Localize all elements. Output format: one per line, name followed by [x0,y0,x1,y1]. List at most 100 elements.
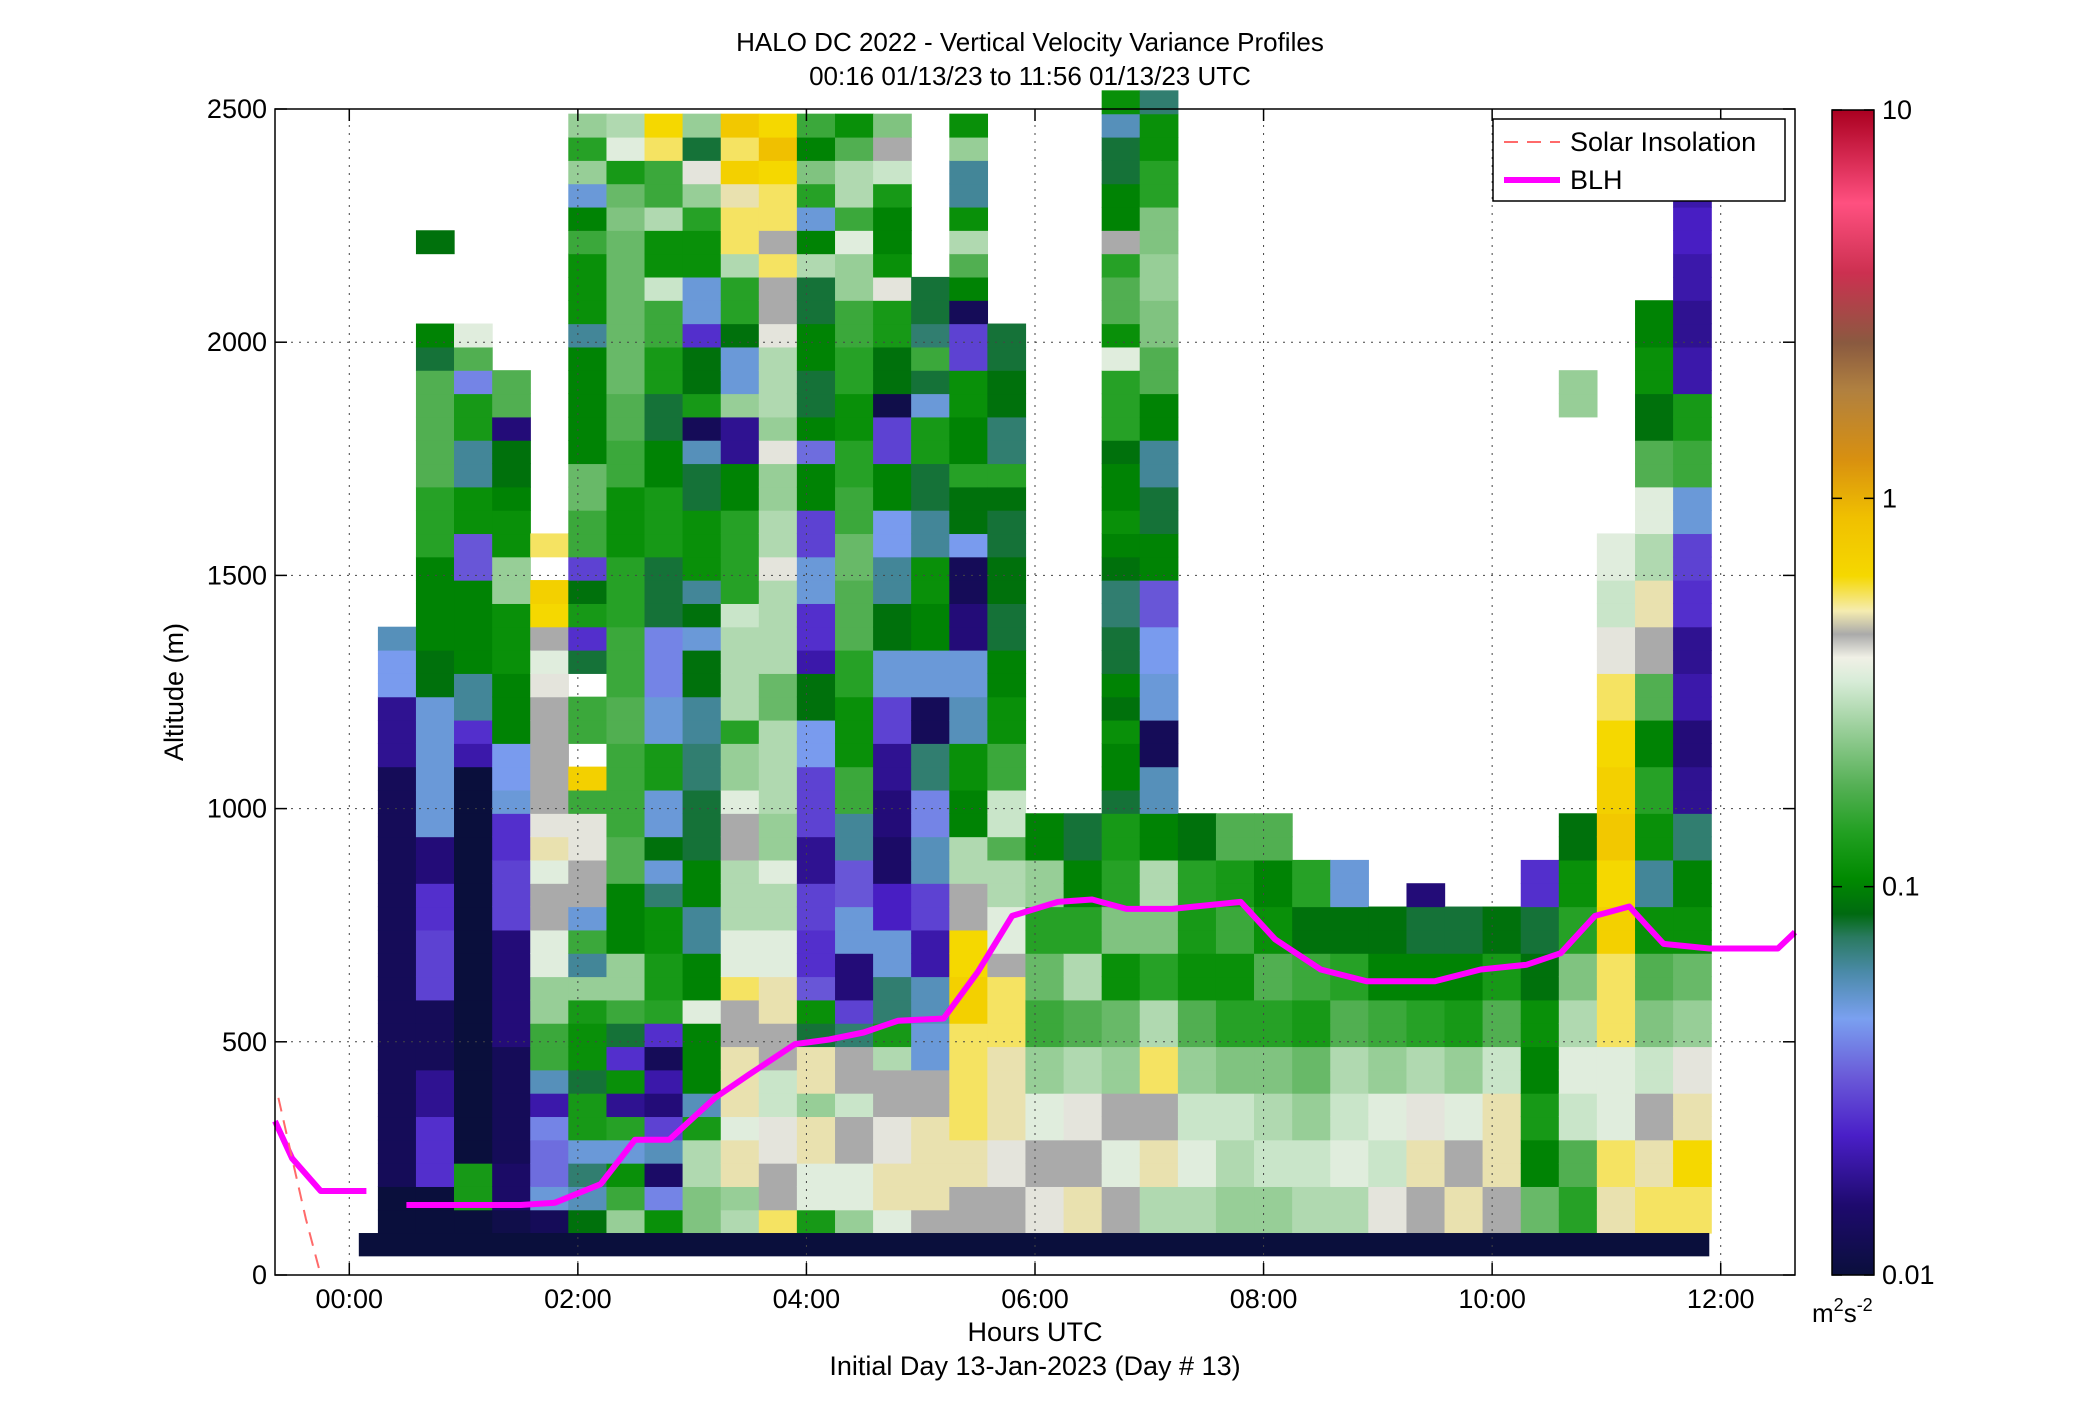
heatmap-cell [682,393,722,418]
heatmap-cell [1673,743,1712,768]
x-axis-label: Hours UTC [967,1317,1102,1347]
heatmap-cell [987,533,1027,558]
heatmap-cell [454,1163,493,1187]
heatmap-cell [415,370,455,395]
heatmap-cell [1368,999,1407,1024]
heatmap-cell [492,836,531,861]
heatmap-cell [758,300,798,325]
heatmap-cell [568,1139,607,1164]
heatmap-cell [1368,906,1407,931]
heatmap-cell [1673,206,1712,231]
heatmap-cell [358,1233,1710,1257]
heatmap-cell [454,929,493,954]
heatmap-cell [377,859,417,884]
heatmap-cell [949,626,989,651]
heatmap-cell [758,836,798,861]
heatmap-cell [454,323,493,348]
heatmap-cell [1292,1163,1331,1187]
plot-area [272,90,1798,1276]
heatmap-cell [644,999,684,1024]
heatmap-cell [796,603,836,628]
heatmap-cell [949,719,989,744]
heatmap-cell [911,719,950,744]
heatmap-cell [1139,183,1179,208]
heatmap-cell [1254,976,1293,1001]
heatmap-cell [377,976,417,1001]
heatmap-cell [1177,1209,1217,1234]
heatmap-cell [758,510,798,535]
heatmap-cell [606,789,646,814]
heatmap-cell [758,370,798,395]
heatmap-cell [1063,976,1103,1001]
heatmap-cell [1139,696,1179,721]
y-axis-ticks: 0 500 1000 1500 2000 2500 [207,94,1795,1290]
heatmap-cell [1215,836,1255,861]
heatmap-cell [568,813,607,838]
heatmap-cell [835,650,874,674]
heatmap-cell [1635,673,1674,698]
heatmap-cell [949,1186,989,1211]
heatmap-cell [454,1023,493,1048]
heatmap-cell [1215,1139,1255,1164]
heatmap-cell [1063,1116,1103,1141]
heatmap-cell [911,393,950,418]
heatmap-cell [911,603,950,628]
heatmap-cell [1177,1186,1217,1211]
heatmap-cell [644,650,684,674]
heatmap-cell [492,1093,531,1118]
heatmap-cell [758,556,798,581]
heatmap-cell [835,510,874,535]
heatmap-cell [1177,953,1217,978]
heatmap-cell [835,906,874,931]
heatmap-cell [492,719,531,744]
heatmap-cell [1673,906,1712,931]
heatmap-cell [987,1163,1027,1187]
heatmap-cell [987,1069,1027,1094]
x-axis-sublabel: Initial Day 13-Jan-2023 (Day # 13) [829,1351,1240,1381]
heatmap-cell [1025,1163,1065,1187]
heatmap-cell [1025,1139,1065,1164]
heatmap-cell [873,650,912,674]
heatmap-cell [1635,626,1674,651]
heatmap-cell [1177,1069,1217,1094]
heatmap-cell [682,1023,722,1048]
heatmap-cell [644,859,684,884]
legend-solar-label: Solar Insolation [1570,127,1756,157]
heatmap-cell [606,976,646,1001]
heatmap-cell [911,836,950,861]
heatmap-cell [492,486,531,511]
heatmap-cell [796,859,836,884]
heatmap-cell [1673,789,1712,814]
heatmap-cell [644,976,684,1001]
heatmap-cell [644,953,684,978]
heatmap-cell [568,440,607,465]
heatmap-cell [1025,813,1065,838]
heatmap-cell [1520,1209,1560,1234]
heatmap-cell [873,346,912,371]
heatmap-cell [796,1209,836,1234]
heatmap-cell [1139,1023,1179,1048]
heatmap-cell [949,370,989,395]
heatmap-cell [530,1093,569,1118]
heatmap-cell [949,230,989,255]
heatmap-cell [796,929,836,954]
heatmap-cell [530,1116,569,1141]
heatmap-cell [1101,136,1141,161]
heatmap-cell [949,766,989,791]
heatmap-cell [1635,766,1674,791]
heatmap-cell [1596,859,1636,884]
heatmap-cell [606,1023,646,1048]
heatmap-cell [835,836,874,861]
heatmap-cell [377,1023,417,1048]
heatmap-cell [1673,883,1712,908]
heatmap-cell [1673,1139,1712,1164]
heatmap-cell [1444,906,1484,931]
heatmap-cell [1254,1023,1293,1048]
heatmap-cell [720,626,760,651]
heatmap-cell [1330,1116,1369,1141]
heatmap-cell [415,673,455,698]
chart-title: HALO DC 2022 - Vertical Velocity Varianc… [736,27,1324,57]
heatmap-cell [1025,929,1065,954]
heatmap-cell [911,696,950,721]
heatmap-cell [454,719,493,744]
